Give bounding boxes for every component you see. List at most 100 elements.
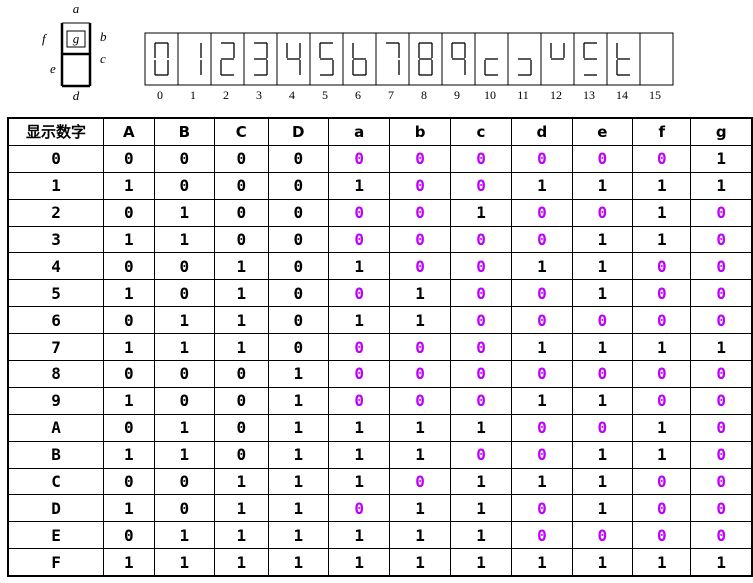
display-index: 5 — [322, 88, 328, 102]
table-cell: 1 — [153, 333, 216, 362]
table-cell: 0 — [389, 198, 451, 227]
table-cell: 0 — [153, 360, 216, 388]
table-cell: 1 — [153, 413, 216, 442]
table-cell: 0 — [690, 413, 753, 442]
table-cell: 1 — [267, 360, 329, 388]
table-cell: 1 — [267, 440, 329, 469]
table-cell: 0 — [511, 225, 573, 254]
table-cell: 0 — [632, 467, 692, 496]
display-index: 8 — [421, 88, 427, 102]
table-cell: 0 — [632, 306, 692, 335]
table-cell: 1 — [214, 279, 269, 308]
header-cell: d — [511, 117, 573, 146]
table-cell: 0 — [267, 225, 329, 254]
table-cell: 7 — [7, 333, 105, 362]
table-cell: 9 — [7, 386, 105, 415]
header-cell: f — [632, 117, 692, 146]
table-cell: 0 — [632, 279, 692, 308]
table-cell: 0 — [103, 360, 155, 388]
header-cell: D — [267, 117, 329, 146]
display-index: 3 — [256, 88, 262, 102]
table-cell: 1 — [267, 494, 329, 523]
table-cell: 0 — [327, 225, 391, 254]
table-cell: 1 — [153, 548, 216, 577]
table-cell: 1 — [327, 171, 391, 200]
table-cell: 0 — [327, 360, 391, 388]
table-cell: C — [7, 467, 105, 496]
table-cell: 0 — [103, 413, 155, 442]
table-cell: 1 — [389, 548, 451, 577]
table-cell: 0 — [327, 144, 391, 173]
table-cell: 1 — [153, 225, 216, 254]
table-cell: 1 — [103, 171, 155, 200]
display-index: 4 — [289, 88, 295, 102]
table-cell: 0 — [267, 306, 329, 335]
table-cell: 1 — [103, 279, 155, 308]
display-index: 15 — [649, 88, 661, 102]
table-cell: 1 — [571, 467, 634, 496]
table-cell: 0 — [103, 306, 155, 335]
table-cell: 1 — [511, 467, 573, 496]
seg-label: d — [73, 88, 80, 103]
table-cell: 0 — [389, 144, 451, 173]
table-cell: 0 — [389, 360, 451, 388]
table-cell: 1 — [153, 440, 216, 469]
table-cell: 1 — [267, 548, 329, 577]
table-cell: 1 — [511, 252, 573, 281]
table-cell: 1 — [214, 521, 269, 550]
table-cell: 0 — [267, 279, 329, 308]
table-cell: 1 — [571, 279, 634, 308]
table-cell: 1 — [690, 144, 753, 173]
table-cell: 1 — [571, 440, 634, 469]
table-cell: 1 — [571, 225, 634, 254]
table-cell: 0 — [632, 521, 692, 550]
header-cell: a — [327, 117, 391, 146]
table-cell: 0 — [389, 252, 451, 281]
table-cell: 1 — [153, 521, 216, 550]
table-cell: 0 — [632, 494, 692, 523]
table-cell: 0 — [103, 198, 155, 227]
table-cell: 1 — [449, 198, 513, 227]
table-cell: 1 — [632, 440, 692, 469]
table-cell: 0 — [571, 198, 634, 227]
seg-label: c — [100, 51, 106, 66]
table-cell: 0 — [327, 386, 391, 415]
table-cell: 0 — [571, 306, 634, 335]
table-cell: 1 — [571, 494, 634, 523]
table-cell: 0 — [632, 360, 692, 388]
table-cell: 1 — [511, 548, 573, 577]
header-cell: B — [153, 117, 216, 146]
table-cell: 0 — [449, 360, 513, 388]
table-cell: 0 — [690, 306, 753, 335]
display-index: 14 — [616, 88, 628, 102]
table-cell: 1 — [571, 171, 634, 200]
table-cell: 0 — [511, 440, 573, 469]
table-cell: 0 — [103, 252, 155, 281]
table-cell: B — [7, 440, 105, 469]
table-cell: 0 — [690, 360, 753, 388]
table-cell: 1 — [449, 548, 513, 577]
table-cell: 0 — [632, 386, 692, 415]
table-cell: 1 — [389, 440, 451, 469]
table-cell: 1 — [449, 494, 513, 523]
table-cell: 0 — [690, 252, 753, 281]
table-cell: 1 — [267, 521, 329, 550]
seg-label: e — [50, 61, 56, 76]
table-cell: 1 — [103, 548, 155, 577]
table-cell: 0 — [389, 386, 451, 415]
display-index: 13 — [583, 88, 595, 102]
table-cell: 0 — [632, 144, 692, 173]
display-index: 0 — [157, 88, 163, 102]
table-cell: 0 — [571, 413, 634, 442]
table-cell: 1 — [327, 467, 391, 496]
table-cell: 0 — [214, 440, 269, 469]
table-cell: 1 — [327, 521, 391, 550]
header-cell: C — [214, 117, 269, 146]
